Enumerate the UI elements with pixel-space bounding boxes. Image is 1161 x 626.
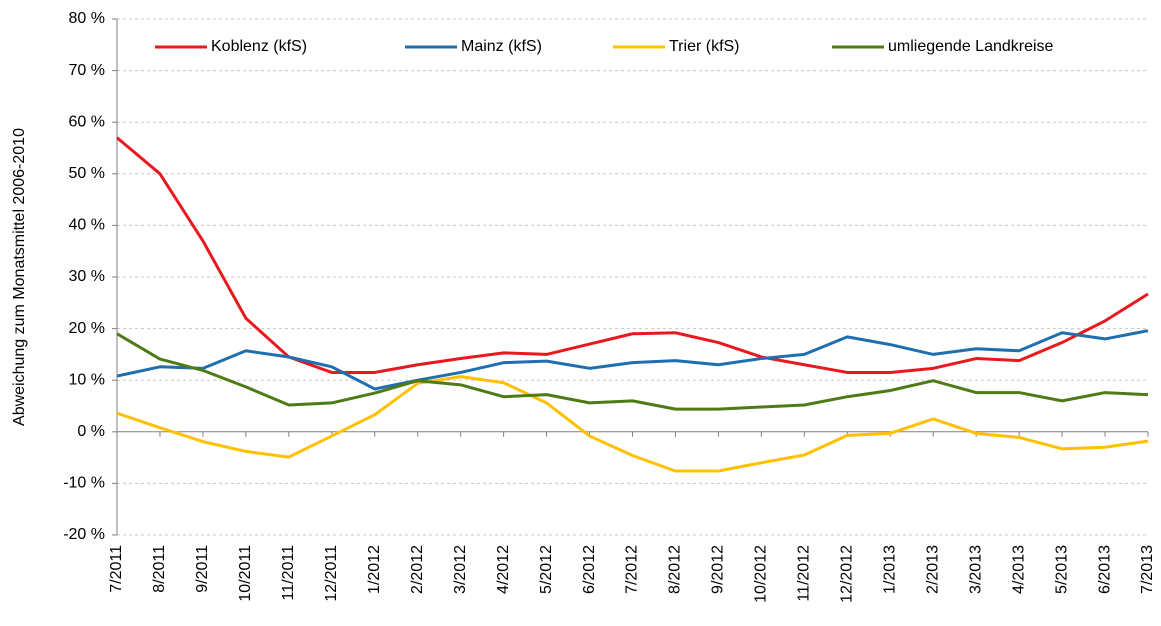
legend-label: Koblenz (kfS)	[211, 38, 307, 55]
legend-label: umliegende Landkreise	[888, 38, 1054, 55]
x-tick-label: 6/2013	[1096, 545, 1113, 594]
x-tick-label: 8/2011	[151, 545, 168, 593]
x-tick-label: 3/2012	[452, 545, 469, 594]
x-tick-label: 7/2013	[1139, 545, 1156, 594]
x-tick-label: 12/2012	[839, 545, 856, 603]
line-series	[116, 332, 1149, 411]
y-tick-label: 10 %	[69, 371, 105, 388]
x-tick-label: 1/2012	[366, 545, 383, 594]
y-tick-label: 30 %	[69, 268, 105, 285]
legend-label: Trier (kfS)	[669, 38, 740, 55]
x-tick-label: 12/2011	[323, 545, 340, 602]
x-tick-label: 10/2012	[753, 545, 770, 603]
y-tick-label: -10 %	[63, 475, 105, 492]
x-tick-label: 9/2012	[710, 545, 727, 594]
y-tick-label: 80 %	[69, 10, 105, 27]
y-tick-label: 20 %	[69, 320, 105, 337]
x-tick-label: 11/2012	[796, 545, 813, 602]
legend-label: Mainz (kfS)	[461, 38, 542, 55]
x-tick-label: 5/2013	[1053, 545, 1070, 594]
line-series	[116, 375, 1149, 473]
y-tick-label: 40 %	[69, 217, 105, 234]
y-tick-label: 70 %	[69, 62, 105, 79]
x-tick-label: 3/2013	[967, 545, 984, 594]
y-tick-label: 50 %	[69, 165, 105, 182]
y-tick-label: -20 %	[63, 526, 105, 543]
x-tick-label: 11/2011	[280, 545, 297, 601]
line-series	[116, 329, 1149, 391]
x-tick-label: 7/2011	[108, 545, 125, 593]
x-tick-label: 8/2012	[667, 545, 684, 594]
y-tick-label: 60 %	[69, 113, 105, 130]
x-tick-label: 4/2013	[1010, 545, 1027, 594]
x-tick-label: 9/2011	[194, 545, 211, 593]
y-axis-label: Abweichung zum Monatsmittel 2006-2010	[11, 128, 28, 426]
x-tick-label: 2/2013	[924, 545, 941, 594]
x-tick-label: 4/2012	[495, 545, 512, 594]
y-tick-label: 0 %	[77, 423, 105, 440]
x-tick-label: 6/2012	[581, 545, 598, 594]
x-tick-label: 1/2013	[881, 545, 898, 594]
x-tick-label: 5/2012	[538, 545, 555, 594]
x-tick-label: 10/2011	[237, 545, 254, 602]
line-series	[116, 136, 1149, 374]
x-tick-label: 2/2012	[409, 545, 426, 594]
x-tick-label: 7/2012	[624, 545, 641, 594]
